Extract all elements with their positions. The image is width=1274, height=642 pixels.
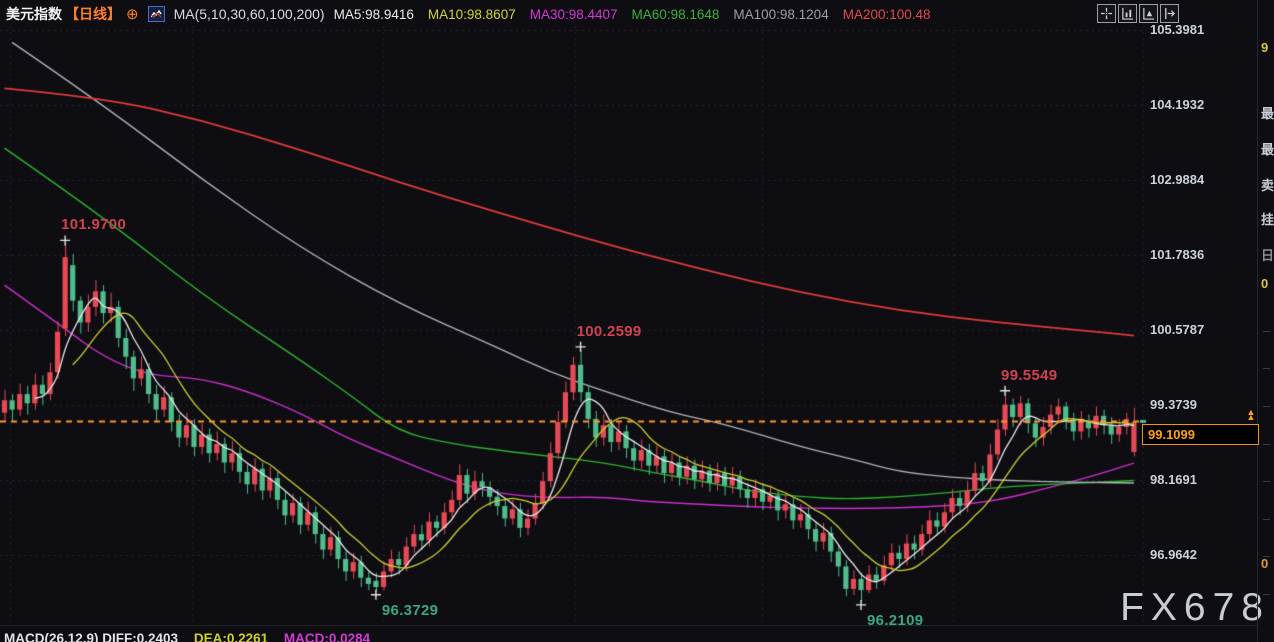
low-price-annotation: 96.2109 [867, 611, 924, 629]
high-price-annotation: 99.5549 [1001, 366, 1058, 384]
chart-type-icon[interactable] [147, 6, 165, 22]
axis-minor-tick [1263, 443, 1270, 445]
high-price-annotation: 101.9700 [61, 216, 127, 234]
ma-value-1: MA10:98.8607 [427, 6, 516, 22]
axis-label-100.5787: 100.5787 [1150, 322, 1205, 337]
axis-label-96.9642: 96.9642 [1150, 547, 1197, 562]
symbol-title: 美元指数 [6, 6, 62, 22]
add-indicator-icon[interactable]: ⊕ [126, 5, 139, 23]
axis-minor-tick [1263, 368, 1270, 370]
low-price-annotation: 96.3729 [381, 601, 439, 619]
axis-label-99.3739: 99.3739 [1150, 397, 1197, 412]
cutoff-glyph: 日 [1261, 248, 1274, 263]
dea-label: DEA:0.2261 [193, 631, 269, 642]
macd-param-diff-label: MACD(26,12,9) DIFF:0.2403 [4, 631, 179, 642]
cutoff-glyph: 卖 [1261, 178, 1274, 193]
axis-label-101.7836: 101.7836 [1150, 247, 1205, 262]
current-price-box: 99.1099 [1142, 424, 1259, 446]
axis-label-104.1932: 104.1932 [1150, 97, 1205, 112]
cutoff-glyph: 最 [1261, 142, 1274, 157]
ma-values: MA5:98.9416 MA10:98.8607 MA30:98.4407 MA60:… [334, 7, 931, 22]
axis-label-105.3981: 105.3981 [1150, 22, 1205, 37]
pane-expand-icon[interactable] [1160, 4, 1179, 23]
axis-minor-tick [1263, 406, 1270, 407]
axis-minor-tick [1263, 518, 1270, 520]
axis-label-102.9884: 102.9884 [1150, 172, 1205, 187]
axis-minor-tick [1263, 330, 1270, 332]
ma-param-label: MA(5,10,30,60,100,200) [173, 6, 325, 22]
axis-minor-tick [1263, 556, 1270, 558]
axis-label-98.1691: 98.1691 [1150, 472, 1197, 487]
ma-value-5: MA200:100.48 [842, 6, 931, 22]
ma-value-3: MA60:98.1648 [631, 6, 720, 22]
ma-value-4: MA100:98.1204 [733, 6, 829, 22]
cutoff-glyph: 9 [1261, 40, 1269, 55]
crosshair-icon[interactable] [1097, 4, 1116, 23]
price-up-arrows-icon: ▲ ▲ [1246, 407, 1256, 423]
scale-left-icon[interactable] [1118, 4, 1137, 23]
macd-indicator-bar: MACD(26,12,9) DIFF:0.2403 DEA:0.2261 MAC… [0, 625, 1257, 642]
watermark: FX678 [1120, 586, 1270, 629]
macd-label: MACD:0.0284 [283, 631, 371, 642]
scale-right-icon[interactable] [1139, 4, 1158, 23]
axis-minor-tick [1263, 481, 1270, 483]
toolbar: 美元指数 【日线】 ⊕ MA(5,10,30,60,100,200) MA5:9… [6, 3, 931, 25]
cutoff-glyph: 挂 [1261, 212, 1274, 227]
high-price-annotation: 100.2599 [576, 322, 642, 340]
cutoff-glyph: 最 [1261, 106, 1274, 121]
cutoff-glyph: 0 [1261, 556, 1269, 571]
ma-value-0: MA5:98.9416 [333, 6, 414, 22]
ma-value-2: MA30:98.4407 [529, 6, 618, 22]
cutoff-glyph: 0 [1261, 276, 1269, 291]
axis-minor-tick [1263, 594, 1270, 595]
period-label[interactable]: 【日线】 [65, 6, 121, 22]
chart-tool-buttons [1097, 4, 1179, 23]
